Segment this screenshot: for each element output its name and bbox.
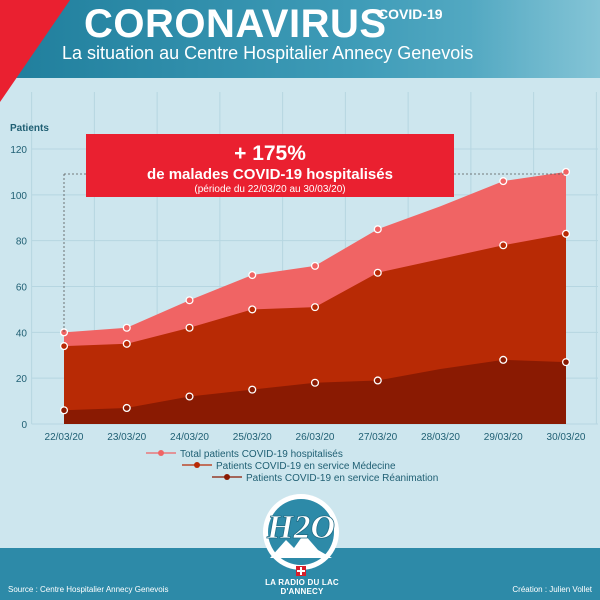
savoie-cross-h (297, 570, 305, 572)
data-point-series-3 (561, 358, 571, 367)
data-point-series-2 (561, 229, 571, 238)
legend-marker-3 (224, 474, 230, 480)
data-point-series-3 (499, 355, 508, 364)
area-chart: 0 20 40 60 80 100 120 22/03/20 23/03/20 24/03/20 2… (10, 92, 598, 484)
header-banner (0, 0, 600, 78)
data-point-series-1 (561, 167, 571, 176)
legend-marker-2 (194, 462, 200, 468)
data-point-series-2 (122, 339, 131, 348)
x-tick-label: 25/03/20 (233, 432, 272, 443)
callout-note: (période du 22/03/20 au 30/03/20) (194, 184, 345, 195)
data-point-series-3 (59, 406, 69, 415)
callout-box (86, 134, 454, 197)
x-tick-label: 23/03/20 (107, 432, 146, 443)
data-point-series-2 (373, 268, 382, 277)
source-note: Source : Centre Hospitalier Annecy Genev… (8, 585, 169, 594)
data-point-series-3 (248, 385, 257, 394)
callout-line: de malades COVID-19 hospitalisés (147, 166, 393, 183)
data-point-series-1 (59, 328, 69, 337)
x-tick-label: 22/03/20 (45, 432, 84, 443)
y-tick-label: 20 (16, 374, 28, 385)
data-point-series-1 (499, 177, 508, 186)
legend-label-3: Patients COVID-19 en service Réanimation (246, 473, 438, 484)
data-point-series-3 (310, 378, 320, 387)
data-point-series-1 (373, 225, 382, 234)
y-axis-label: Patients (10, 123, 49, 134)
x-tick-label: 27/03/20 (358, 432, 397, 443)
data-point-series-3 (185, 392, 194, 401)
data-point-series-2 (310, 303, 320, 312)
data-point-series-1 (122, 323, 131, 332)
y-tick-label: 80 (16, 237, 28, 248)
y-tick-label: 40 (16, 328, 28, 339)
x-tick-label: 24/03/20 (170, 432, 209, 443)
data-point-series-2 (185, 323, 194, 332)
page-title: CORONAVIRUS (84, 2, 387, 46)
data-point-series-1 (185, 296, 194, 305)
area-series-3 (64, 359, 566, 424)
creation-credit: Création : Julien Vollet (512, 585, 592, 594)
legend-label-2: Patients COVID-19 en service Médecine (216, 461, 396, 472)
data-point-series-3 (373, 376, 382, 385)
x-tick-label: 29/03/20 (484, 432, 523, 443)
data-point-series-2 (248, 305, 257, 314)
data-point-series-2 (59, 342, 69, 351)
data-point-series-3 (122, 403, 131, 413)
legend-marker-1 (158, 450, 164, 456)
x-tick-label: 28/03/20 (421, 432, 460, 443)
logo-tagline: LA RADIO DU LAC D'ANNECY (265, 578, 339, 596)
x-tick-label: 26/03/20 (296, 432, 335, 443)
data-point-series-1 (248, 270, 257, 280)
y-tick-label: 100 (10, 191, 27, 202)
legend-label-1: Total patients COVID-19 hospitalisés (180, 449, 343, 460)
mountain-icon (270, 534, 332, 558)
logo-text: H2O (266, 509, 335, 546)
x-tick-label: 30/03/20 (547, 432, 586, 443)
y-tick-label: 120 (10, 145, 27, 156)
y-tick-label: 60 (16, 283, 28, 294)
h2o-logo: H2O (263, 494, 339, 576)
callout-headline: + 175% (234, 142, 306, 165)
data-point-series-1 (310, 261, 320, 270)
y-tick-label: 0 (21, 420, 27, 431)
title-superscript: COVID-19 (378, 6, 443, 22)
data-point-series-2 (499, 241, 508, 250)
header-shade (470, 0, 600, 78)
red-corner-decoration (0, 0, 70, 102)
page-subtitle: La situation au Centre Hospitalier Annec… (62, 43, 474, 63)
